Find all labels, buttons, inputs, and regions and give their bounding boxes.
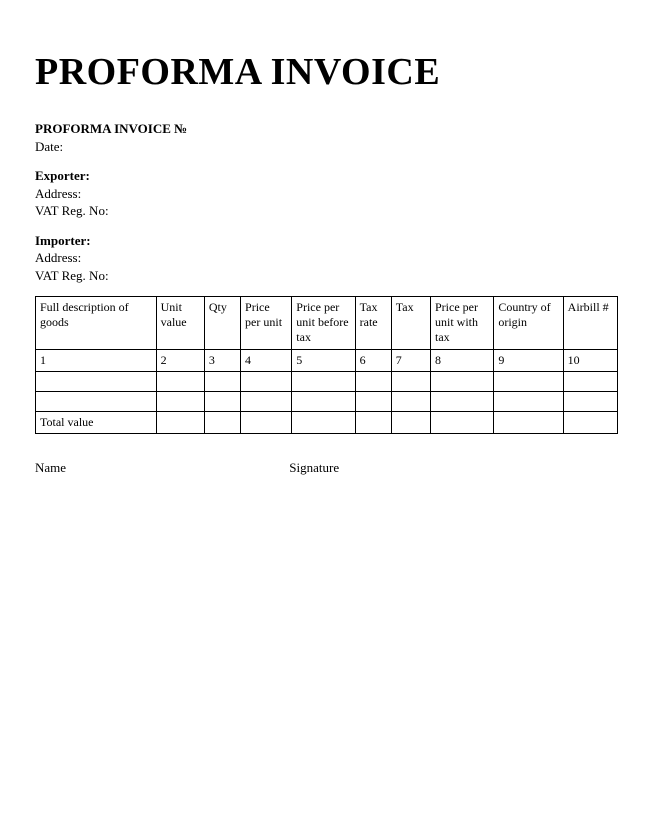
col-header-description: Full description of goods bbox=[36, 297, 157, 350]
table-cell bbox=[36, 392, 157, 412]
table-cell bbox=[563, 412, 617, 434]
table-cell bbox=[494, 412, 563, 434]
table-cell bbox=[563, 372, 617, 392]
table-cell bbox=[241, 412, 292, 434]
table-body: 1 2 3 4 5 6 7 8 9 10 bbox=[36, 350, 618, 434]
table-header-row: Full description of goods Unit value Qty… bbox=[36, 297, 618, 350]
table-row bbox=[36, 372, 618, 392]
col-header-price-per-unit: Price per unit bbox=[241, 297, 292, 350]
table-cell bbox=[431, 372, 494, 392]
total-value-label: Total value bbox=[36, 412, 157, 434]
table-cell bbox=[563, 392, 617, 412]
table-cell: 4 bbox=[241, 350, 292, 372]
table-cell: 3 bbox=[204, 350, 240, 372]
table-cell: 2 bbox=[156, 350, 204, 372]
table-cell bbox=[494, 372, 563, 392]
table-cell: 5 bbox=[292, 350, 355, 372]
importer-vat-label: VAT Reg. No: bbox=[35, 267, 618, 285]
table-cell bbox=[494, 392, 563, 412]
table-row: 1 2 3 4 5 6 7 8 9 10 bbox=[36, 350, 618, 372]
table-cell: 6 bbox=[355, 350, 391, 372]
table-cell bbox=[156, 392, 204, 412]
importer-heading: Importer: bbox=[35, 232, 618, 250]
table-cell bbox=[355, 412, 391, 434]
importer-block: Importer: Address: VAT Reg. No: bbox=[35, 232, 618, 285]
invoice-number-label: PROFORMA INVOICE № bbox=[35, 120, 618, 138]
exporter-vat-label: VAT Reg. No: bbox=[35, 202, 618, 220]
col-header-qty: Qty bbox=[204, 297, 240, 350]
col-header-unit-value: Unit value bbox=[156, 297, 204, 350]
table-total-row: Total value bbox=[36, 412, 618, 434]
table-cell bbox=[431, 392, 494, 412]
table-cell: 10 bbox=[563, 350, 617, 372]
table-cell bbox=[292, 372, 355, 392]
importer-address-label: Address: bbox=[35, 249, 618, 267]
signature-row: Name Signature bbox=[35, 460, 618, 476]
table-cell bbox=[292, 412, 355, 434]
col-header-price-before-tax: Price per unit before tax bbox=[292, 297, 355, 350]
invoice-meta: PROFORMA INVOICE № Date: bbox=[35, 120, 618, 155]
col-header-airbill: Airbill # bbox=[563, 297, 617, 350]
name-label: Name bbox=[35, 460, 66, 476]
exporter-heading: Exporter: bbox=[35, 167, 618, 185]
table-cell: 8 bbox=[431, 350, 494, 372]
table-cell bbox=[156, 412, 204, 434]
col-header-country: Country of origin bbox=[494, 297, 563, 350]
table-cell: 7 bbox=[391, 350, 430, 372]
table-cell bbox=[241, 372, 292, 392]
goods-table: Full description of goods Unit value Qty… bbox=[35, 296, 618, 434]
table-cell bbox=[355, 372, 391, 392]
table-row bbox=[36, 392, 618, 412]
table-cell bbox=[391, 412, 430, 434]
table-cell bbox=[431, 412, 494, 434]
table-cell bbox=[391, 392, 430, 412]
signature-label: Signature bbox=[289, 460, 339, 476]
table-cell bbox=[204, 392, 240, 412]
document-title: PROFORMA INVOICE bbox=[35, 50, 618, 94]
table-cell bbox=[204, 412, 240, 434]
table-cell bbox=[204, 372, 240, 392]
table-cell bbox=[355, 392, 391, 412]
table-cell bbox=[292, 392, 355, 412]
col-header-tax: Tax bbox=[391, 297, 430, 350]
col-header-price-with-tax: Price per unit with tax bbox=[431, 297, 494, 350]
table-cell: 9 bbox=[494, 350, 563, 372]
table-cell bbox=[391, 372, 430, 392]
date-label: Date: bbox=[35, 138, 618, 156]
table-cell bbox=[241, 392, 292, 412]
table-cell bbox=[156, 372, 204, 392]
exporter-block: Exporter: Address: VAT Reg. No: bbox=[35, 167, 618, 220]
exporter-address-label: Address: bbox=[35, 185, 618, 203]
table-cell: 1 bbox=[36, 350, 157, 372]
col-header-tax-rate: Tax rate bbox=[355, 297, 391, 350]
table-cell bbox=[36, 372, 157, 392]
